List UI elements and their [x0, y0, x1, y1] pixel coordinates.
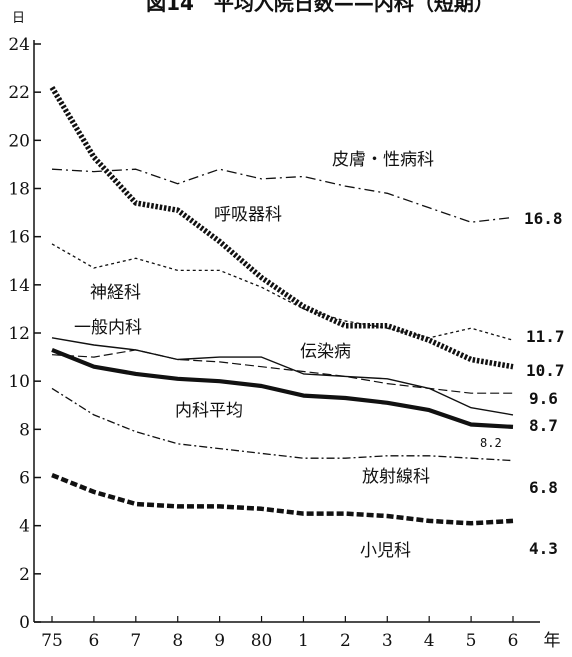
series-label-shoni: 小児科 [360, 541, 411, 561]
x-tick-label: 4 [424, 631, 435, 651]
y-tick-label: 18 [8, 180, 30, 200]
end-value-hifu: 16.8 [524, 209, 563, 228]
y-tick-label: 8 [19, 420, 30, 440]
y-tick-label: 2 [19, 565, 30, 585]
x-tick-label: 5 [466, 631, 477, 651]
x-axis-unit: 年 [544, 631, 561, 651]
series-line-2 [51, 243, 514, 341]
series-label-hifu: 皮膚・性病科 [332, 150, 434, 170]
x-tick-label: 80 [251, 631, 273, 651]
end-value-densen: 9.6 [529, 389, 558, 408]
y-tick-label: 22 [8, 83, 30, 103]
y-tick-label: 6 [19, 469, 30, 489]
series-line-1 [49, 85, 514, 370]
series-line-6 [51, 387, 514, 462]
end-value-ippan: 11.7 [526, 327, 565, 346]
y-tick-label: 12 [8, 324, 30, 344]
y-tick-label: 14 [8, 276, 30, 296]
x-tick-label: 75 [41, 631, 63, 651]
y-tick-label: 4 [19, 517, 30, 537]
series-line-7 [51, 473, 514, 526]
series-lines [49, 85, 514, 526]
series-label-densen: 伝染病 [300, 342, 351, 362]
series-label-kokyuki: 呼吸器科 [214, 205, 282, 225]
y-tick-label: 24 [8, 35, 30, 55]
series-label-heikin: 内科平均 [175, 401, 243, 421]
x-tick-label: 2 [340, 631, 351, 651]
series-label-hoshasen: 放射線科 [362, 467, 430, 487]
y-axis-unit: 日 [12, 11, 25, 26]
x-tick-label: 8 [172, 631, 183, 651]
series-line-5 [51, 347, 514, 429]
annotation-8-2: 8.2 [480, 436, 502, 450]
chart-title: 図14 平均入院日数——内科（短期） [146, 0, 494, 15]
y-tick-label: 16 [8, 228, 30, 248]
end-value-kokyuki: 10.7 [526, 361, 565, 380]
series-label-ippan: 一般内科 [74, 318, 142, 338]
x-axis-ticks: 75 6 7 8 9 80 1 2 3 4 5 6 [41, 616, 518, 651]
end-value-shoni: 4.3 [529, 539, 558, 558]
x-tick-label: 1 [298, 631, 309, 651]
x-tick-label: 6 [508, 631, 519, 651]
end-value-heikin: 8.7 [529, 416, 558, 435]
y-tick-label: 0 [19, 613, 30, 633]
y-tick-label: 20 [8, 131, 30, 151]
end-value-hoshasen: 6.8 [529, 478, 558, 497]
x-tick-label: 9 [214, 631, 225, 651]
series-line-0 [51, 168, 514, 223]
x-tick-label: 7 [130, 631, 141, 651]
x-tick-label: 6 [88, 631, 99, 651]
x-tick-label: 3 [382, 631, 393, 651]
y-tick-label: 10 [8, 372, 30, 392]
series-label-shinkei: 神経科 [90, 283, 141, 303]
series-line-3 [51, 337, 514, 416]
